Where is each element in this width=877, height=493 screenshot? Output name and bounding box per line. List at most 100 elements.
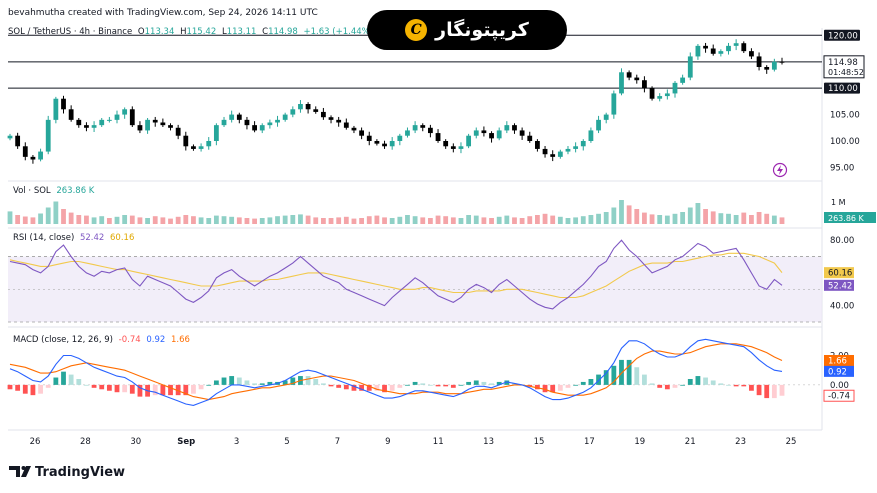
volume-bar <box>221 216 227 224</box>
candle-body <box>749 51 754 57</box>
rsi-ma-axis-label: 60.16 <box>828 269 852 279</box>
candles <box>7 39 785 164</box>
volume-bar <box>320 218 326 224</box>
volume-bar <box>557 216 563 224</box>
macd-histogram-bar <box>405 384 410 386</box>
rsi-axis-tick: 40.00 <box>830 302 854 312</box>
rsi-ma-value: 60.16 <box>110 233 134 243</box>
volume-bar <box>191 216 196 224</box>
candle-body <box>106 119 112 121</box>
macd-histogram-bar <box>359 384 365 391</box>
macd-histogram-bar <box>695 376 701 385</box>
time-axis-tick: 9 <box>385 437 390 447</box>
macd-histogram-bar <box>99 384 105 390</box>
volume-bar <box>749 215 754 224</box>
candle-body <box>351 127 357 131</box>
macd-histogram-bar <box>603 370 609 385</box>
macd-histogram-bar <box>726 384 731 386</box>
macd-histogram-bar <box>672 384 678 388</box>
macd-signal-badge <box>824 354 854 366</box>
candle-body <box>626 72 632 78</box>
candle-body <box>603 114 609 120</box>
macd-histogram-bar <box>473 380 479 385</box>
macd-histogram-bar <box>84 384 89 386</box>
price-label-120: 120.00 <box>828 31 858 41</box>
volume-bar <box>550 215 556 224</box>
macd-histogram-bar <box>15 384 21 391</box>
macd-histogram-bar <box>664 384 670 390</box>
candle-body <box>45 119 51 152</box>
volume-bar <box>405 215 410 224</box>
time-axis-tick: 28 <box>80 437 91 447</box>
volume-bar <box>427 218 433 224</box>
candle-body <box>672 82 678 94</box>
volume-bar <box>481 217 487 224</box>
time-axis-tick: 11 <box>433 437 444 447</box>
candle-body <box>496 130 502 139</box>
macd-histogram-axis-label: -0.74 <box>828 392 850 402</box>
volume-bar <box>206 218 212 224</box>
time-axis-tick: 15 <box>534 437 545 447</box>
candle-body <box>504 125 510 131</box>
macd-histogram-bar <box>611 365 617 385</box>
macd-histogram-bar <box>76 379 82 385</box>
macd-histogram-bar <box>244 380 250 385</box>
volume-bar <box>259 218 265 224</box>
macd-histogram-bar <box>305 376 311 385</box>
volume-bar <box>244 218 250 224</box>
candle-body <box>213 125 219 141</box>
macd-histogram-bar <box>771 384 777 399</box>
volume-bar <box>275 216 280 224</box>
macd-axis-tick: 0.00 <box>830 381 849 391</box>
candle-body <box>114 114 120 120</box>
candle-body <box>145 119 150 131</box>
ohlc-o-label: O <box>138 27 145 37</box>
candle-body <box>343 122 349 128</box>
volume-bar <box>152 216 158 224</box>
candle-body <box>76 119 82 126</box>
volume-bar <box>680 212 686 224</box>
volume-bar <box>38 213 43 224</box>
candle-body <box>298 104 303 110</box>
volume-bar <box>458 218 464 224</box>
candle-body <box>198 146 204 149</box>
macd-plot: 2.000.001.660.92-0.74 <box>7 338 855 406</box>
candle-body <box>244 119 250 126</box>
volume-bar <box>336 217 342 224</box>
macd-histogram-bar <box>626 359 632 385</box>
macd-histogram-bar <box>420 383 426 385</box>
candle-body <box>542 148 548 155</box>
candle-body <box>733 43 739 46</box>
rsi-badge <box>824 279 854 291</box>
volume-bar <box>68 212 74 224</box>
macd-histogram-bar <box>412 381 418 385</box>
macd-histogram-bar <box>443 384 449 387</box>
volume-bar <box>389 218 395 224</box>
candle-body <box>137 125 143 131</box>
time-axis-tick: 30 <box>130 437 141 447</box>
volume-bar <box>703 209 708 224</box>
candle-body <box>122 109 128 115</box>
macd-histogram-bar <box>106 384 112 391</box>
volume-bar <box>7 211 13 224</box>
candle-body <box>726 45 731 52</box>
candle-body <box>99 119 105 126</box>
macd-histogram-bar <box>61 371 66 385</box>
volume-bar <box>145 218 150 224</box>
volume-bar <box>634 209 640 224</box>
macd-histogram-bar <box>481 381 487 385</box>
volume-bar <box>160 217 166 224</box>
macd-histogram-bar <box>267 381 273 385</box>
macd-histogram-bar <box>374 384 380 391</box>
lightning-icon[interactable] <box>772 162 788 178</box>
volume-bar <box>687 207 693 224</box>
macd-histogram-bar <box>320 383 326 385</box>
rsi-ma-badge <box>824 267 854 279</box>
volume-bar <box>129 215 135 224</box>
candle-body <box>191 146 196 149</box>
macd-histogram-bar <box>435 384 441 387</box>
candle-body <box>252 125 257 131</box>
macd-histogram-bar <box>496 381 502 385</box>
macd-line <box>9 338 783 406</box>
rsi-title: RSI (14, close) <box>13 233 74 243</box>
